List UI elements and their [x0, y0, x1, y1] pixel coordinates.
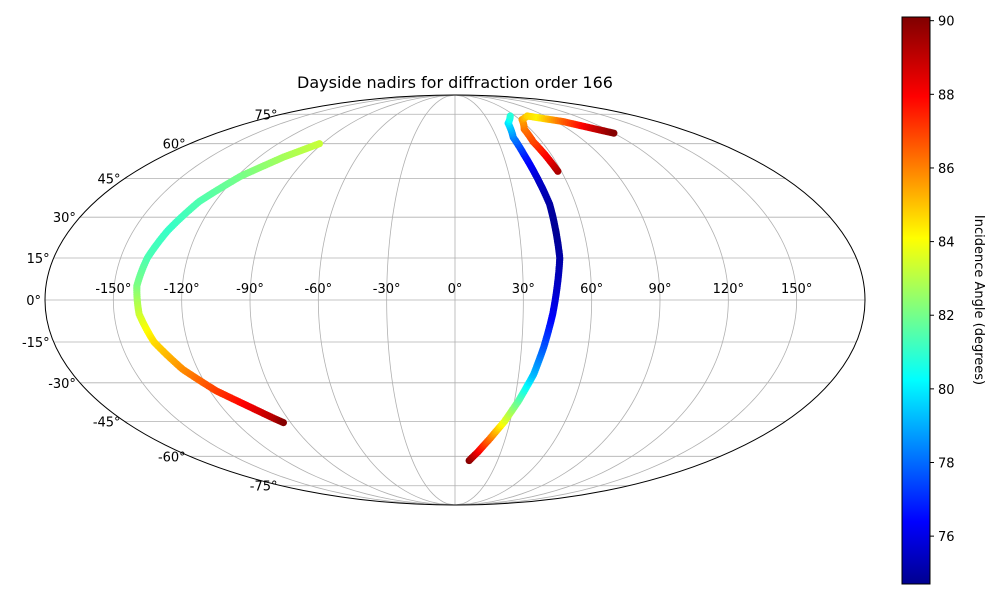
- lon-tick-label: 90°: [648, 282, 671, 297]
- lon-tick-label: 0°: [448, 282, 463, 297]
- lat-tick-label: -30°: [48, 377, 76, 392]
- lat-tick-label: 0°: [26, 294, 41, 309]
- lat-tick-label: 30°: [53, 211, 76, 226]
- grid-line-lon: [317, 94, 456, 506]
- colorbar-tick-label: 80: [938, 383, 955, 398]
- lat-tick-label: 75°: [254, 108, 277, 123]
- grid-line-lon: [454, 94, 729, 506]
- lat-tick-label: 45°: [98, 173, 121, 188]
- colorbar-tick-label: 86: [938, 162, 955, 177]
- longitude-labels: -150° -120° -90° -60° -30° 0° 30° 60° 90° 120° 150…: [95, 282, 812, 297]
- lat-tick-label: -75°: [250, 480, 278, 495]
- lat-tick-label: -15°: [22, 336, 50, 351]
- lon-tick-label: -150°: [95, 282, 131, 297]
- grid-line-lon: [181, 94, 456, 506]
- colorbar-tick-label: 78: [938, 457, 955, 472]
- chart-title: Dayside nadirs for diffraction order 166: [297, 73, 613, 92]
- scatter-point: [279, 419, 287, 427]
- lat-tick-label: -60°: [158, 450, 186, 465]
- lon-tick-label: -30°: [373, 282, 401, 297]
- scatter-point: [610, 129, 618, 137]
- colorbar-tick-label: 90: [938, 15, 955, 30]
- grid-line-lon: [454, 94, 798, 506]
- colorbar: 76 78 80 82 84 86 88 90 Incidence Angle (degree…: [901, 15, 986, 585]
- lat-tick-label: 15°: [27, 252, 50, 267]
- lon-tick-label: -90°: [236, 282, 264, 297]
- grid-line-lon: [454, 94, 661, 506]
- grid-line-lon: [454, 94, 593, 506]
- map-grid: [45, 94, 865, 506]
- scatter-points: [133, 112, 618, 465]
- lon-tick-label: -60°: [304, 282, 332, 297]
- lon-tick-label: 150°: [781, 282, 812, 297]
- lon-tick-label: 60°: [580, 282, 603, 297]
- lon-tick-label: -120°: [164, 282, 200, 297]
- grid-line-lon: [112, 94, 456, 506]
- grid-line-lon: [386, 94, 456, 506]
- colorbar-tick-label: 88: [938, 88, 955, 103]
- colorbar-tick-label: 82: [938, 309, 955, 324]
- lon-tick-label: 120°: [713, 282, 744, 297]
- colorbar-label: Incidence Angle (degrees): [971, 215, 986, 385]
- map-outline: [44, 94, 866, 506]
- colorbar-gradient: [901, 16, 931, 585]
- scatter-point: [506, 112, 514, 120]
- lat-tick-label: -45°: [93, 415, 121, 430]
- colorbar-tick-label: 76: [938, 530, 955, 545]
- colorbar-tick-label: 84: [938, 236, 955, 251]
- lon-tick-label: 30°: [512, 282, 535, 297]
- grid-line-lon: [454, 94, 524, 506]
- colorbar-ticks: 76 78 80 82 84 86 88 90: [930, 15, 955, 545]
- latitude-labels: -75° -60° -45° -30° -15° 0° 15° 30° 45° 60° 75°: [22, 108, 278, 494]
- lat-tick-label: 60°: [163, 138, 186, 153]
